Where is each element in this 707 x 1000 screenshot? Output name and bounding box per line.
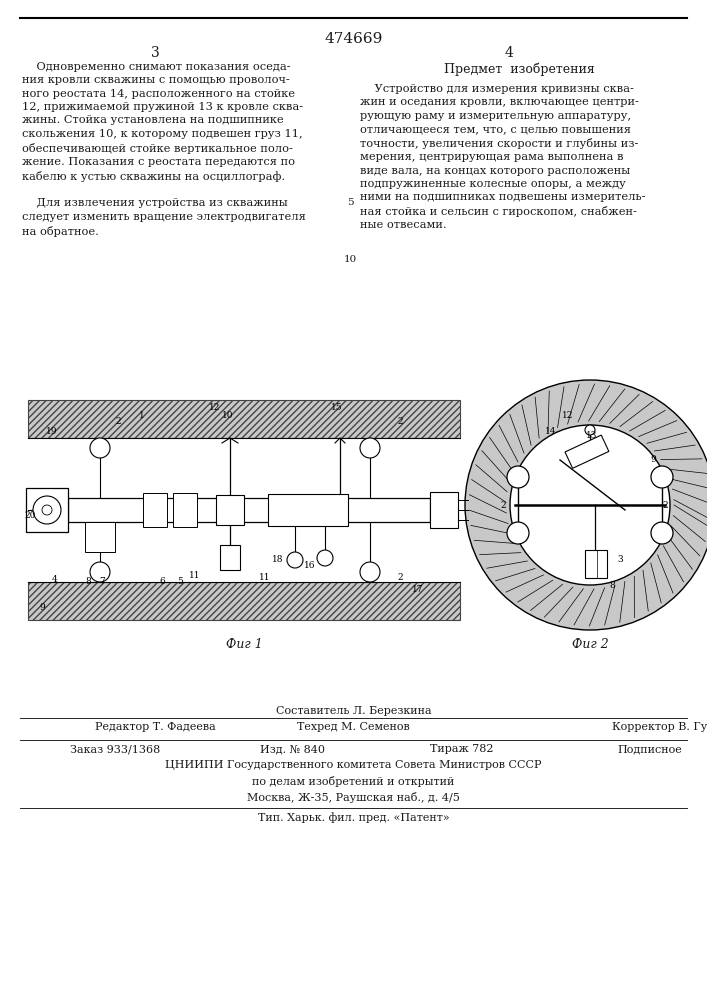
Text: 13: 13 — [586, 430, 597, 440]
Text: 2: 2 — [397, 574, 403, 582]
Text: 17: 17 — [412, 585, 423, 594]
Text: 3: 3 — [151, 46, 160, 60]
Text: 2: 2 — [500, 500, 506, 510]
Text: 15: 15 — [331, 403, 343, 412]
Text: Фиг 2: Фиг 2 — [572, 638, 609, 651]
Text: 2: 2 — [397, 418, 403, 426]
Circle shape — [585, 425, 595, 435]
Bar — [430, 492, 458, 528]
Text: 16: 16 — [304, 560, 316, 570]
Circle shape — [90, 438, 110, 458]
Text: Изд. № 840: Изд. № 840 — [260, 744, 325, 754]
Circle shape — [507, 522, 529, 544]
Bar — [585, 550, 607, 578]
Circle shape — [360, 438, 380, 458]
Circle shape — [465, 380, 707, 630]
Bar — [26, 488, 68, 532]
Text: 9: 9 — [650, 456, 656, 464]
Text: Устройство для измерения кривизны сква-
жин и оседания кровли, включающее центри: Устройство для измерения кривизны сква- … — [360, 84, 645, 230]
Text: Корректор В. Гутман: Корректор В. Гутман — [612, 722, 707, 732]
Text: 3: 3 — [617, 556, 623, 564]
Circle shape — [360, 562, 380, 582]
Bar — [143, 493, 167, 527]
Text: Техред М. Семенов: Техред М. Семенов — [297, 722, 410, 732]
Bar — [28, 400, 460, 438]
Text: ЦНИИПИ Государственного комитета Совета Министров СССР: ЦНИИПИ Государственного комитета Совета … — [165, 760, 542, 770]
Bar — [68, 498, 430, 522]
Bar — [565, 435, 609, 468]
Text: 4: 4 — [52, 576, 58, 584]
Circle shape — [651, 466, 673, 488]
Bar — [173, 493, 197, 527]
Text: Тираж 782: Тираж 782 — [430, 744, 493, 754]
Text: 474669: 474669 — [325, 32, 382, 46]
Text: 11: 11 — [189, 570, 201, 580]
Bar — [216, 495, 244, 525]
Text: 10: 10 — [222, 410, 234, 420]
Text: 5: 5 — [177, 578, 183, 586]
Bar — [28, 438, 460, 582]
Bar — [28, 582, 460, 620]
Text: 2: 2 — [115, 418, 121, 426]
Text: 20: 20 — [24, 510, 35, 520]
Circle shape — [90, 562, 110, 582]
Text: 12: 12 — [562, 410, 573, 420]
Text: Подписное: Подписное — [617, 744, 682, 754]
Text: 8: 8 — [85, 578, 91, 586]
Text: по делам изобретений и открытий: по делам изобретений и открытий — [252, 776, 455, 787]
Text: Предмет  изобретения: Предмет изобретения — [444, 62, 595, 76]
Circle shape — [42, 505, 52, 515]
Circle shape — [317, 550, 333, 566]
Text: Редактор Т. Фадеева: Редактор Т. Фадеева — [95, 722, 216, 732]
Text: 4: 4 — [505, 46, 513, 60]
Text: 18: 18 — [272, 556, 284, 564]
Text: 9: 9 — [39, 603, 45, 612]
Text: Тип. Харьк. фил. пред. «Патент»: Тип. Харьк. фил. пред. «Патент» — [257, 812, 450, 823]
Bar — [85, 522, 115, 552]
Circle shape — [510, 425, 670, 585]
Text: 12: 12 — [209, 403, 221, 412]
Text: 10: 10 — [344, 255, 356, 264]
Text: Фиг 1: Фиг 1 — [226, 638, 262, 651]
Text: 8: 8 — [609, 580, 615, 589]
Text: 11: 11 — [259, 574, 271, 582]
Circle shape — [507, 466, 529, 488]
Text: 1: 1 — [139, 410, 145, 420]
Text: 2: 2 — [662, 500, 668, 510]
Text: 5: 5 — [346, 198, 354, 207]
Circle shape — [33, 496, 61, 524]
Text: Заказ 933/1368: Заказ 933/1368 — [70, 744, 160, 754]
Text: 19: 19 — [46, 428, 58, 436]
Text: Москва, Ж-35, Раушская наб., д. 4/5: Москва, Ж-35, Раушская наб., д. 4/5 — [247, 792, 460, 803]
Text: 7: 7 — [99, 578, 105, 586]
Circle shape — [651, 522, 673, 544]
Text: 14: 14 — [545, 428, 556, 436]
Text: 6: 6 — [159, 578, 165, 586]
Bar — [220, 545, 240, 570]
Text: Одновременно снимают показания оседа-
ния кровли скважины с помощью проволоч-
но: Одновременно снимают показания оседа- ни… — [22, 62, 306, 237]
Circle shape — [287, 552, 303, 568]
Text: Составитель Л. Березкина: Составитель Л. Березкина — [276, 706, 431, 716]
Bar — [268, 494, 348, 526]
